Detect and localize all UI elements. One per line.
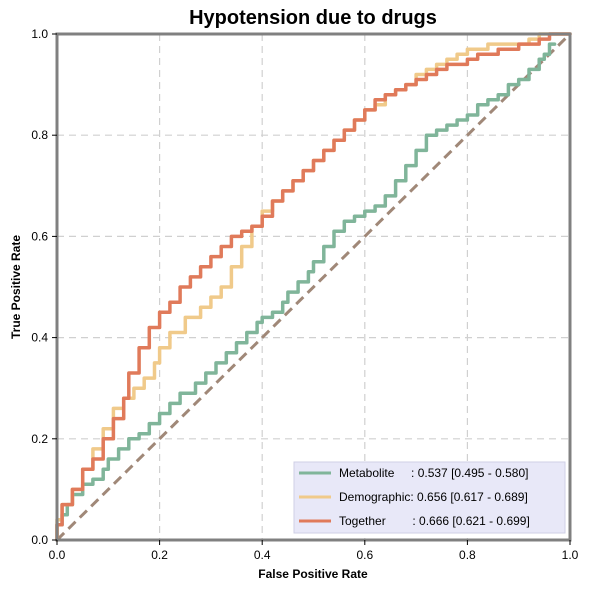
x-axis-label: False Positive Rate	[258, 567, 368, 581]
chance-diagonal-line	[55, 32, 572, 542]
chart-title: Hypotension due to drugs	[189, 7, 437, 29]
legend-label-together: Together : 0.666 [0.621 - 0.699]	[339, 514, 530, 528]
x-tick-label: 0.4	[254, 548, 271, 562]
axis-ticks: 0.0 0.2 0.4 0.6 0.8 1.0 0.0 0.2 0.4 0.6 0.8 1.0	[31, 27, 578, 562]
x-tick-label: 1.0	[562, 548, 579, 562]
y-tick-label: 0.2	[31, 432, 48, 446]
x-tick-label: 0.8	[459, 548, 476, 562]
x-tick-label: 0.2	[151, 548, 168, 562]
legend-label-metabolite: Metabolite : 0.537 [0.495 - 0.580]	[339, 466, 528, 480]
y-tick-label: 0.6	[31, 229, 48, 243]
plot-frame	[55, 32, 572, 542]
y-tick-label: 0.8	[31, 128, 48, 142]
x-tick-label: 0.0	[49, 548, 66, 562]
legend-label-demographic: Demographic: 0.656 [0.617 - 0.689]	[339, 490, 528, 504]
legend-box	[293, 461, 566, 534]
x-tick-label: 0.6	[356, 548, 373, 562]
series-lines	[55, 32, 572, 542]
y-tick-label: 0.0	[31, 533, 48, 547]
series-line-together	[55, 32, 572, 542]
y-tick-label: 1.0	[31, 27, 48, 41]
y-tick-label: 0.4	[31, 331, 48, 345]
legend: Metabolite : 0.537 [0.495 - 0.580] Demog…	[293, 461, 566, 534]
series-line-metabolite	[55, 42, 557, 542]
y-axis-label: True Positive Rate	[9, 235, 23, 339]
